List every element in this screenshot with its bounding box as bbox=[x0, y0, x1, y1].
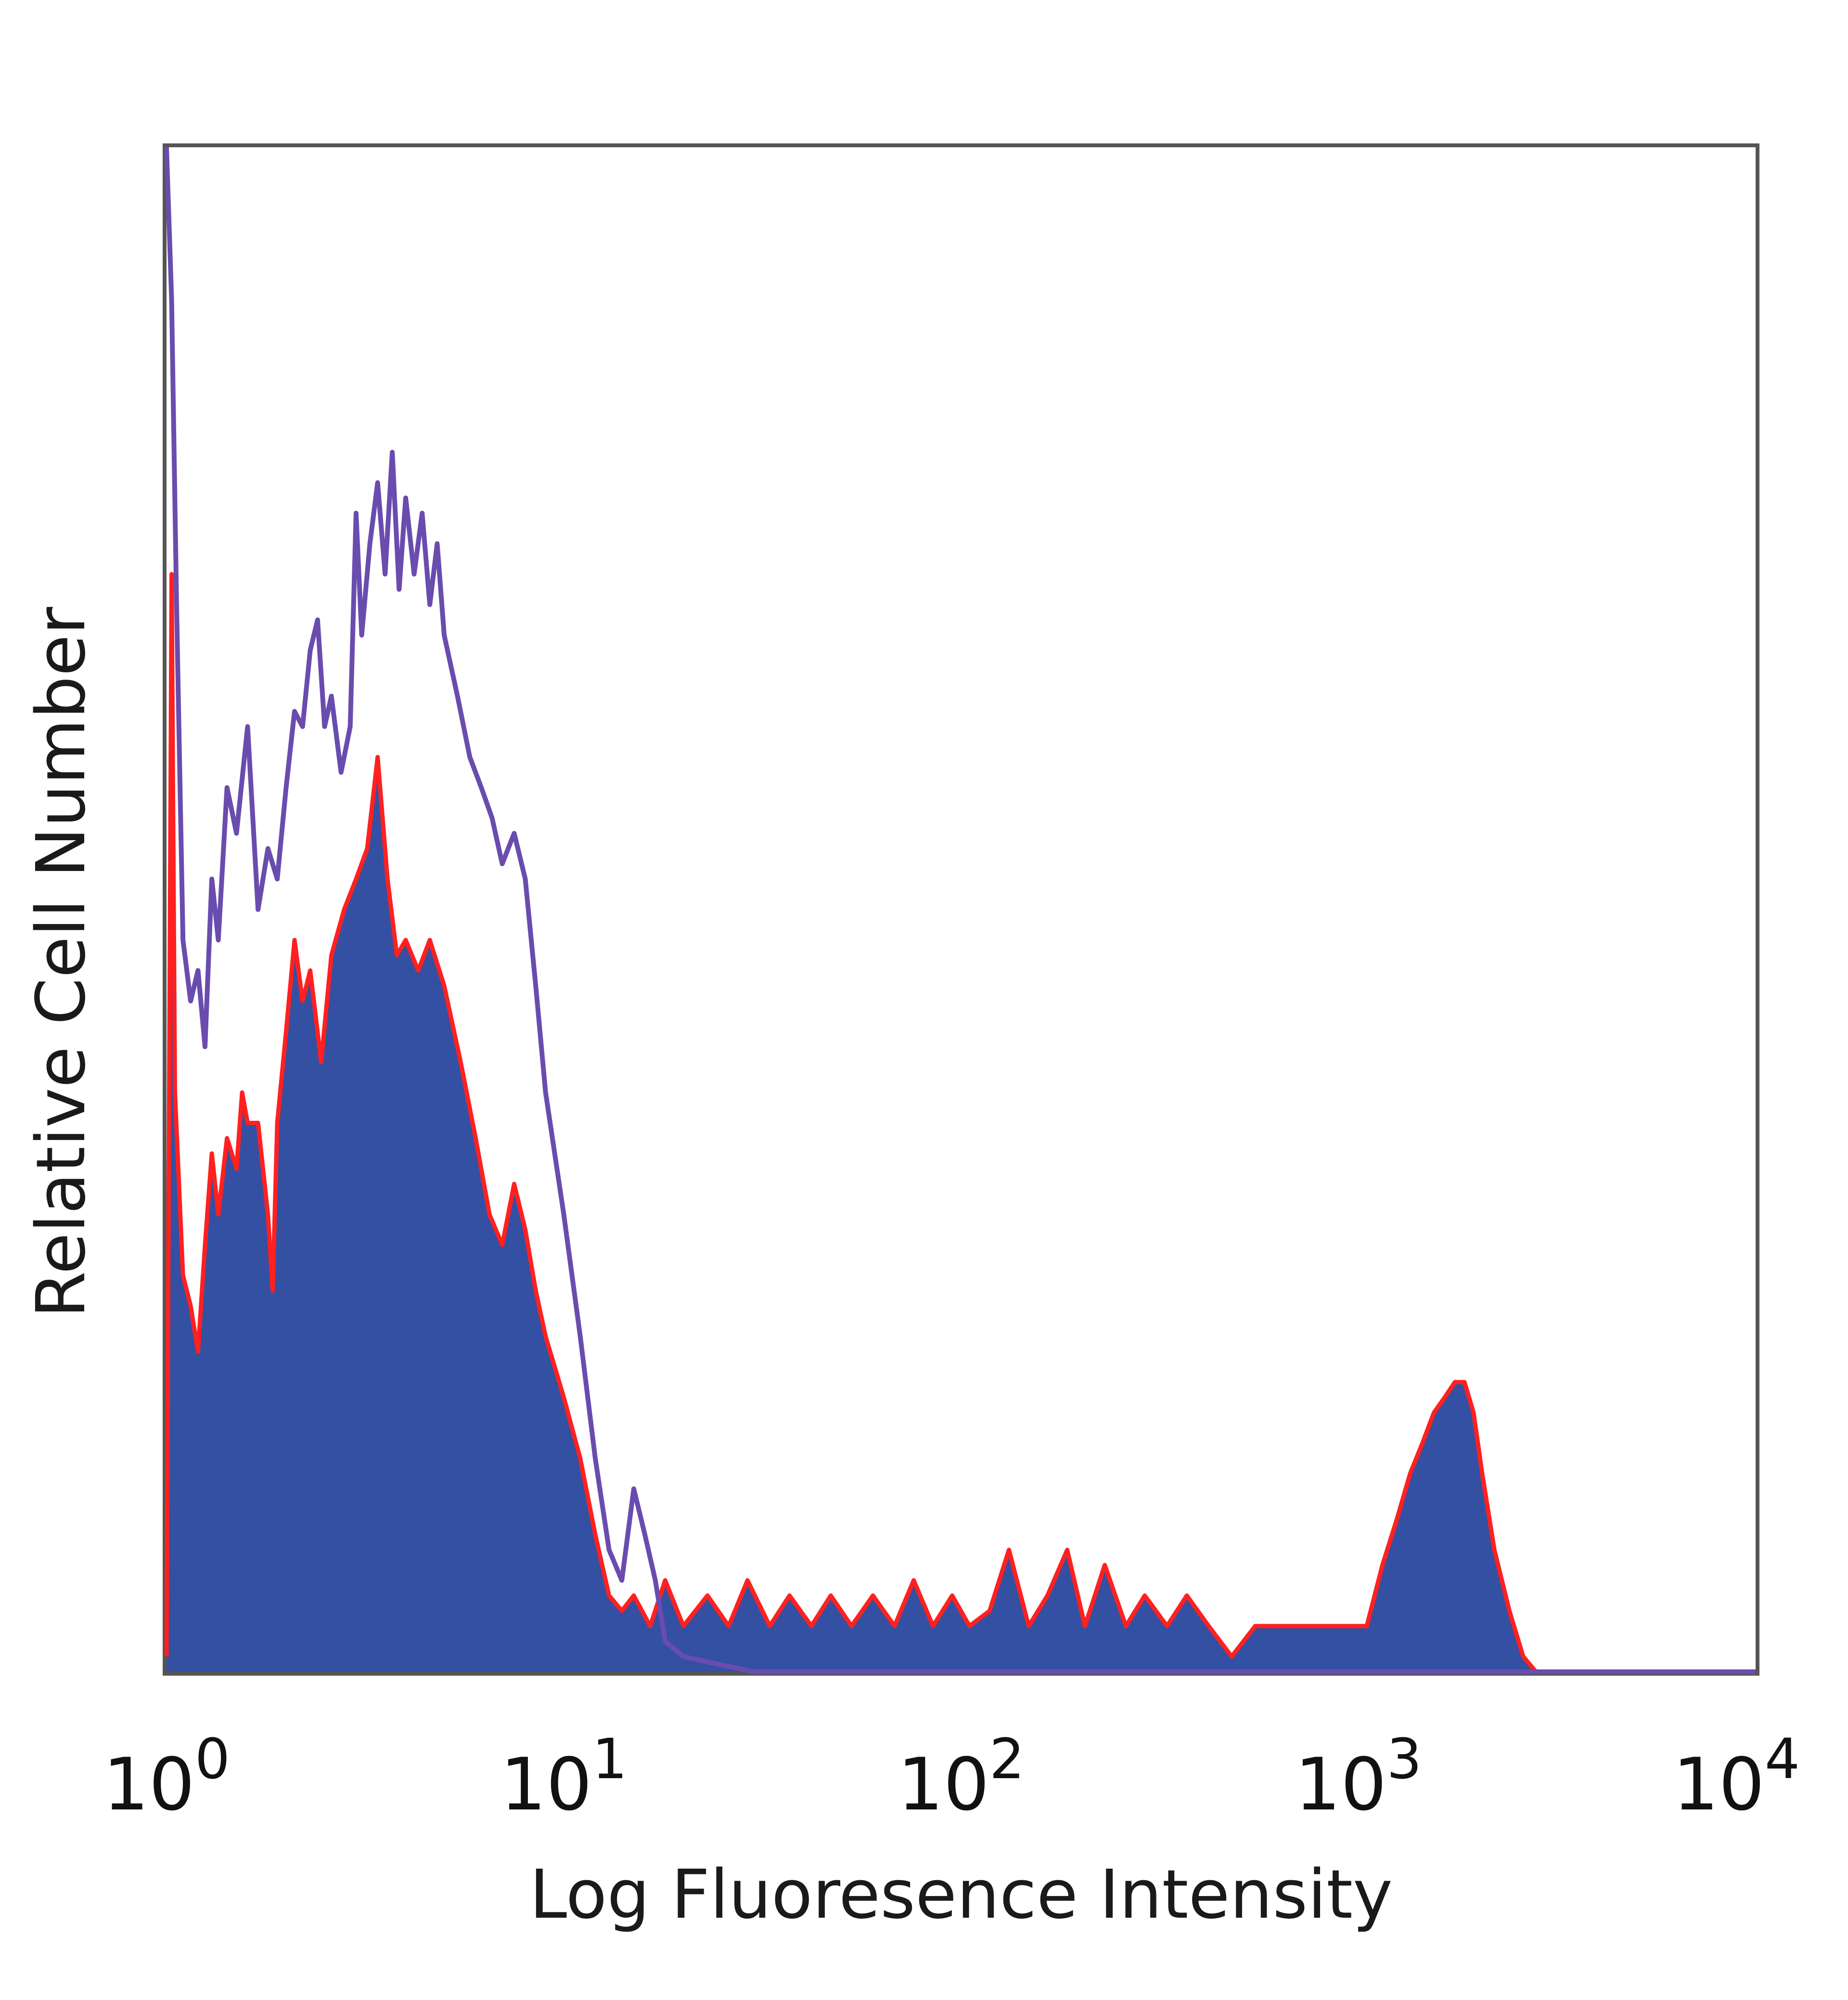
filled-histogram-area bbox=[167, 574, 1756, 1672]
x-tick-label: 102 bbox=[898, 1727, 1025, 1827]
x-tick-labels: 100 101 102 103 104 bbox=[103, 1727, 1800, 1827]
x-tick-label: 100 bbox=[103, 1727, 230, 1827]
y-axis-title: Relative Cell Number bbox=[22, 607, 101, 1318]
filled-histogram-edge bbox=[164, 572, 1756, 1674]
outline-histogram-line bbox=[164, 147, 1756, 1674]
series-layer bbox=[164, 147, 1756, 1674]
x-tick-label: 103 bbox=[1295, 1727, 1422, 1827]
x-tick-label: 101 bbox=[500, 1727, 627, 1827]
x-axis-title: Log Fluoresence Intensity bbox=[529, 1856, 1393, 1934]
x-tick-label: 104 bbox=[1673, 1727, 1800, 1827]
